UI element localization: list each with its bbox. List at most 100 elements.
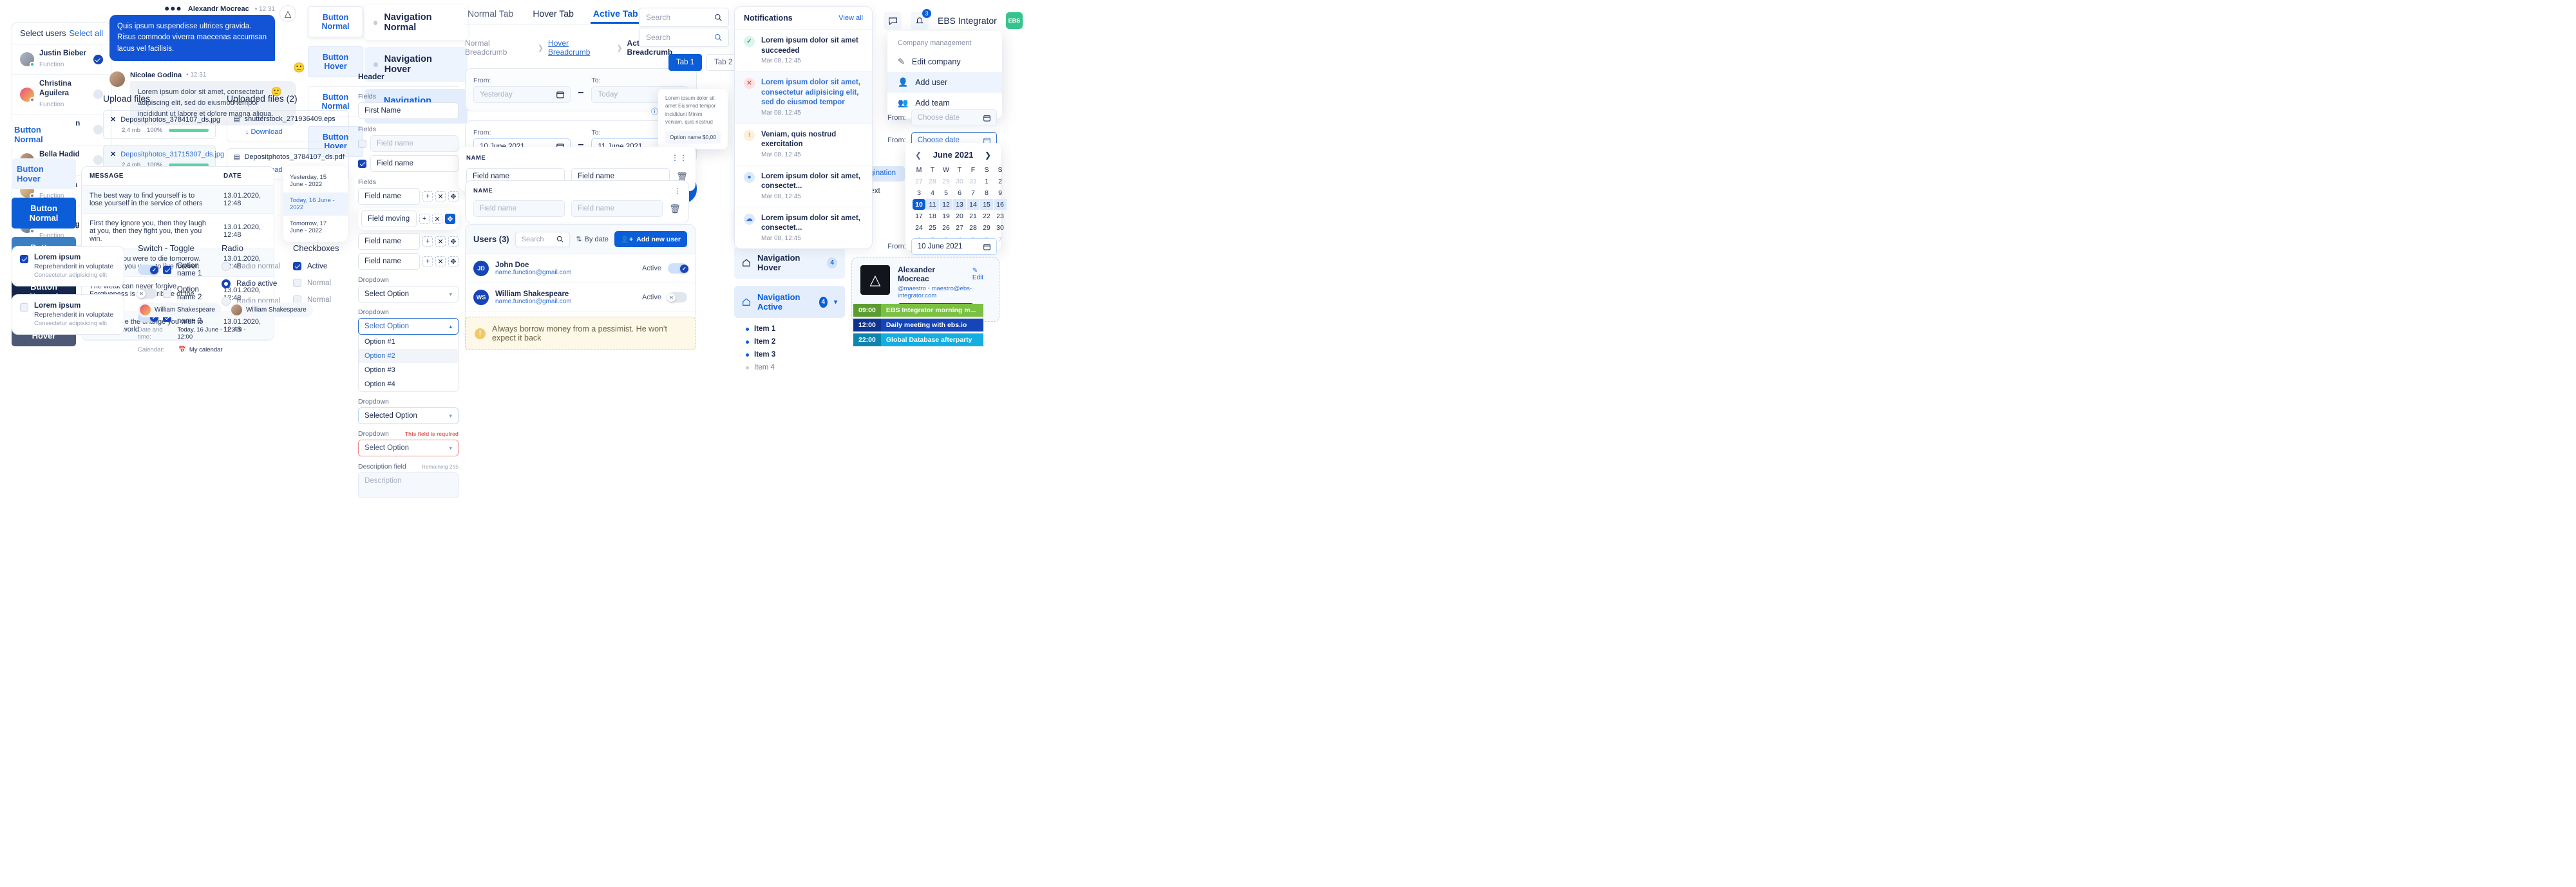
nav-sub-item[interactable]: Item 2: [746, 338, 845, 346]
checkbox[interactable]: [293, 262, 301, 270]
bell-icon[interactable]: 3: [911, 9, 931, 30]
calendar-day[interactable]: 7: [971, 189, 975, 197]
button-white-hover[interactable]: Button Hover: [308, 46, 363, 77]
field-row-input[interactable]: Field name: [358, 253, 420, 270]
avatar-chip[interactable]: William Shakespeare: [138, 303, 222, 317]
square-tab[interactable]: Tab 1: [668, 54, 703, 71]
breadcrumb-hover[interactable]: Hover Breadcrumb: [548, 39, 591, 57]
dropdown-option[interactable]: Option #2: [359, 349, 458, 363]
dropdown-selected[interactable]: Selected Option ▾: [358, 407, 459, 424]
button-white-normal[interactable]: Button Normal: [308, 6, 363, 37]
nav-sub-item[interactable]: Item 4: [746, 364, 845, 371]
calendar-day[interactable]: 17: [915, 212, 923, 220]
list-item[interactable]: Christina Aguilera Function: [12, 75, 111, 115]
move-field-button[interactable]: ✥: [448, 191, 459, 201]
notification-item[interactable]: ! Veniam, quis nostrud exercitation Mar …: [735, 124, 872, 165]
radio-row[interactable]: Radio normal: [222, 262, 292, 271]
menu-item-pencil[interactable]: ✎ Edit company: [887, 51, 1002, 72]
calendar-day[interactable]: 31: [969, 177, 977, 185]
switch-checkbox[interactable]: [163, 265, 171, 274]
calendar-day[interactable]: 27: [956, 223, 963, 232]
field-name-input-empty[interactable]: Field name: [370, 135, 459, 152]
calendar-day[interactable]: 30: [996, 223, 1004, 232]
calendar-day[interactable]: 7: [998, 235, 1002, 243]
notification-item[interactable]: ● Lorem ipsum dolor sit amet, consectet.…: [735, 165, 872, 207]
nav-sub-item[interactable]: Item 1: [746, 325, 845, 333]
search-input-normal[interactable]: Search: [639, 8, 729, 27]
trash-icon[interactable]: 🗑: [669, 203, 681, 214]
dropdown-option[interactable]: Option #4: [365, 380, 395, 388]
checkbox-row[interactable]: Normal: [293, 295, 364, 304]
checkbox-row[interactable]: Active: [293, 262, 364, 270]
calendar-day[interactable]: 30: [956, 177, 963, 185]
emoji-reaction-icon[interactable]: 🙂: [270, 86, 282, 97]
tab-active[interactable]: Active Tab: [590, 5, 641, 24]
button-ghost-normal[interactable]: Button Normal: [308, 86, 363, 117]
list-item[interactable]: Justin Bieber Function: [12, 44, 111, 75]
calendar-day[interactable]: 28: [929, 177, 936, 185]
calendar-day[interactable]: 16: [994, 199, 1007, 210]
notification-item[interactable]: ✕ Lorem ipsum dolor sit amet, consectetu…: [735, 71, 872, 124]
remove-field-button[interactable]: ✕: [432, 214, 442, 224]
nav-item-hover[interactable]: Navigation Hover: [365, 47, 468, 82]
user-row[interactable]: WS William Shakespeare name.function@gma…: [466, 283, 695, 312]
menu-item[interactable]: Tomorrow, 17 June - 2022: [290, 220, 327, 234]
first-name-input[interactable]: First Name: [358, 102, 459, 119]
calendar-day[interactable]: 13: [953, 199, 966, 210]
field-name-input[interactable]: Field name: [370, 155, 459, 172]
calendar-day[interactable]: 20: [956, 212, 963, 220]
drag-handle-icon[interactable]: ⋮⋮: [671, 153, 688, 162]
column-header-message[interactable]: MESSAGE: [82, 167, 216, 186]
toggle-switch[interactable]: ✕: [137, 288, 157, 299]
avatar-chip[interactable]: William Shakespeare: [229, 303, 313, 317]
choose-date-input[interactable]: Choose date: [911, 109, 997, 126]
dropdown-option[interactable]: Option #3: [365, 366, 395, 374]
more-vertical-icon[interactable]: ⋮: [674, 187, 681, 195]
dropdown-option[interactable]: Option #1: [365, 338, 395, 346]
download-link[interactable]: ↓ Download: [245, 128, 283, 136]
sort-by-date-button[interactable]: ⇅ By date: [576, 235, 609, 244]
dropdown-normal[interactable]: Select Option ▾: [358, 286, 459, 303]
users-search-input[interactable]: Search: [515, 231, 571, 247]
add-field-button[interactable]: +: [419, 214, 430, 224]
calendar-day[interactable]: 12: [940, 199, 952, 210]
user-select-checkbox[interactable]: [93, 155, 103, 165]
add-field-button[interactable]: +: [422, 191, 433, 201]
nav-count-active[interactable]: Navigation Active 4 ▾: [734, 286, 845, 318]
calendar-prev-button[interactable]: ❮: [915, 150, 922, 160]
user-email[interactable]: name.function@gmail.com: [495, 297, 572, 305]
radio-button[interactable]: [222, 297, 231, 306]
radio-button[interactable]: [222, 279, 231, 288]
profile-email[interactable]: maestro@ebs-integrator.com: [898, 285, 972, 299]
radio-row[interactable]: Radio active: [222, 279, 292, 288]
calendar-day[interactable]: 29: [942, 177, 950, 185]
calendar-next-button[interactable]: ❯: [984, 150, 991, 160]
field-row-input[interactable]: Field name: [358, 233, 420, 250]
field-checkbox-checked[interactable]: [358, 159, 366, 168]
toggle-switch[interactable]: ✓: [138, 265, 158, 275]
calendar-day[interactable]: 2: [998, 177, 1002, 185]
chat-icon[interactable]: [884, 12, 902, 30]
calendar-day[interactable]: 14: [967, 199, 980, 210]
calendar-day[interactable]: 4: [931, 189, 934, 197]
calendar-day[interactable]: 10: [913, 199, 925, 210]
date-from-input[interactable]: Yesterday: [473, 86, 571, 103]
table-row[interactable]: The best way to find yourself is to lose…: [82, 185, 274, 214]
menu-item[interactable]: Today, 16 June - 2022: [283, 192, 348, 216]
search-input-hover[interactable]: Search: [639, 28, 729, 47]
user-active-toggle[interactable]: ✕: [667, 292, 687, 303]
calendar-day[interactable]: 21: [969, 212, 977, 220]
radio-button[interactable]: [222, 262, 231, 271]
button-link-hover[interactable]: Button Hover: [12, 158, 76, 189]
button-link-normal[interactable]: Button Normal: [12, 119, 76, 150]
menu-item[interactable]: Yesterday, 15 June - 2022: [290, 174, 327, 188]
calendar-day[interactable]: 3: [917, 189, 921, 197]
add-field-button[interactable]: +: [422, 236, 433, 247]
edit-link[interactable]: ✎ Edit: [972, 267, 984, 281]
calendar-day[interactable]: 28: [969, 223, 977, 232]
tab-normal[interactable]: Normal Tab: [468, 8, 514, 19]
lorem-card[interactable]: Lorem ipsum Reprehenderit in voluptate C…: [12, 246, 124, 286]
calendar-day[interactable]: 29: [983, 223, 990, 232]
field-checkbox[interactable]: [358, 139, 366, 148]
nav-item-normal[interactable]: Navigation Normal: [365, 5, 468, 40]
